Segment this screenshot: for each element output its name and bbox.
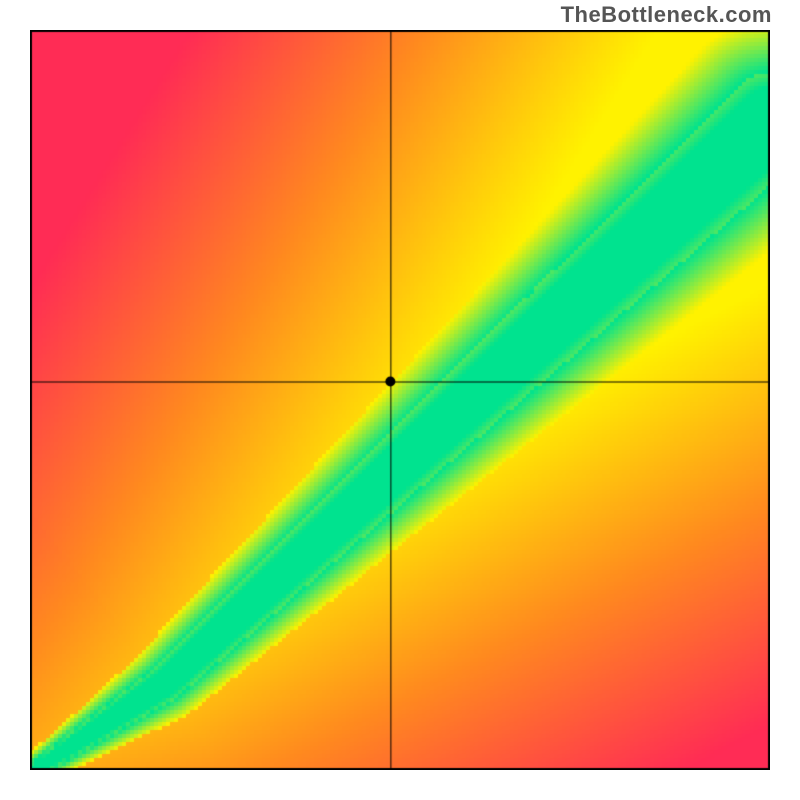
bottleneck-heatmap [30,30,770,770]
watermark-text: TheBottleneck.com [561,2,772,28]
